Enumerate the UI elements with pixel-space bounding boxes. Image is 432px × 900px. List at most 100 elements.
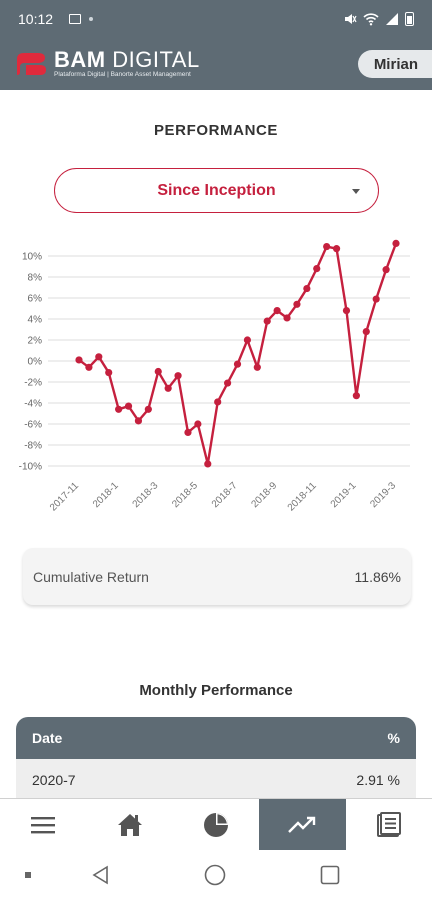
y-tick-label: 0% <box>28 357 43 368</box>
data-point[interactable] <box>194 420 202 428</box>
small-square-icon <box>25 872 31 878</box>
period-select[interactable]: Since Inception <box>54 168 379 213</box>
data-point[interactable] <box>115 405 123 413</box>
table-header-date: Date <box>32 730 63 746</box>
bottom-nav <box>0 798 432 850</box>
x-tick-label: 2018-5 <box>170 480 200 510</box>
y-tick-label: 2% <box>28 336 43 347</box>
android-system-nav <box>0 850 432 900</box>
x-tick-label: 2018-3 <box>131 480 161 510</box>
data-point[interactable] <box>293 300 301 308</box>
y-tick-label: 10% <box>22 252 42 263</box>
data-point[interactable] <box>352 392 360 400</box>
x-tick-label: 2018-9 <box>249 480 279 510</box>
monthly-performance-title: Monthly Performance <box>139 682 293 699</box>
y-tick-label: -2% <box>24 378 42 389</box>
period-select-value: Since Inception <box>157 181 276 199</box>
bam-logo-mark-icon <box>17 53 46 75</box>
table-row-date: 2020-7 <box>32 772 76 788</box>
y-tick-label: 6% <box>28 294 43 305</box>
data-point[interactable] <box>332 245 341 253</box>
mute-icon <box>345 14 357 24</box>
data-point[interactable] <box>392 239 400 247</box>
data-point[interactable] <box>313 265 321 273</box>
status-bar: 10:12 <box>0 0 432 38</box>
data-point[interactable] <box>223 379 232 387</box>
data-point[interactable] <box>253 363 261 371</box>
data-point[interactable] <box>144 405 152 413</box>
data-point[interactable] <box>154 367 162 376</box>
status-time: 10:12 <box>18 11 54 27</box>
app-header: BAM DIGITAL Plataforma Digital | Banorte… <box>0 38 432 90</box>
data-point[interactable] <box>85 363 93 371</box>
wifi-icon <box>363 13 379 26</box>
y-tick-label: -6% <box>24 420 42 431</box>
data-point[interactable] <box>273 307 281 315</box>
battery-icon <box>405 12 414 26</box>
x-tick-label: 2018-7 <box>210 480 240 510</box>
y-tick-label: -4% <box>24 399 42 410</box>
home-system-button[interactable] <box>146 864 284 886</box>
data-point[interactable] <box>164 384 172 392</box>
chevron-down-icon <box>352 189 360 194</box>
data-point[interactable] <box>95 353 103 361</box>
table-row: 2020-7 2.91 % <box>16 759 416 801</box>
signal-icon <box>386 13 398 25</box>
recents-square-icon <box>320 865 340 885</box>
data-point[interactable] <box>124 402 133 410</box>
document-list-icon <box>376 811 401 837</box>
y-tick-label: 8% <box>28 273 43 284</box>
nav-home[interactable] <box>86 799 172 850</box>
recents-button[interactable] <box>284 865 376 885</box>
notification-dot-icon <box>89 17 94 21</box>
data-point[interactable] <box>233 360 242 368</box>
data-point[interactable] <box>134 417 143 425</box>
cumulative-return-card: Cumulative Return 11.86% <box>23 548 411 605</box>
x-tick-label: 2018-11 <box>286 480 320 514</box>
data-point[interactable] <box>214 398 222 406</box>
user-menu-button[interactable]: Mirian <box>357 50 432 78</box>
x-tick-label: 2019-3 <box>368 480 398 510</box>
hamburger-menu-icon <box>31 816 56 833</box>
pie-chart-icon <box>204 812 229 837</box>
nav-statements[interactable] <box>346 799 432 850</box>
nav-dot-button[interactable] <box>0 872 56 878</box>
data-point[interactable] <box>372 295 380 303</box>
table-row-value: 2.91 % <box>356 772 400 788</box>
data-point[interactable] <box>174 372 182 380</box>
cumulative-return-label: Cumulative Return <box>33 568 149 585</box>
table-header-pct: % <box>387 730 400 746</box>
data-point[interactable] <box>323 242 331 251</box>
x-tick-label: 2019-1 <box>329 480 359 510</box>
data-point[interactable] <box>204 460 212 468</box>
data-point[interactable] <box>283 314 291 322</box>
back-triangle-icon <box>92 865 108 885</box>
data-point[interactable] <box>362 328 370 336</box>
y-tick-label: -10% <box>19 462 42 473</box>
data-point[interactable] <box>382 266 390 274</box>
data-point[interactable] <box>263 317 271 325</box>
nav-menu[interactable] <box>0 799 86 850</box>
x-tick-label: 2017-11 <box>48 480 82 514</box>
data-point[interactable] <box>303 284 311 293</box>
logo-title-bold: BAM <box>54 47 106 72</box>
nav-portfolio[interactable] <box>173 799 259 850</box>
series-line <box>78 242 398 466</box>
data-point[interactable] <box>342 307 351 315</box>
performance-chart-svg: 10% 8% 6% 4% 2% 0% -2% -4% -6% -8% -10% 2017-11 2018… <box>19 239 410 514</box>
data-point[interactable] <box>243 336 252 344</box>
bam-logo[interactable]: BAM DIGITAL Plataforma Digital | Banorte… <box>14 49 200 79</box>
monthly-performance-table: Date % 2020-7 2.91 % <box>16 717 416 801</box>
performance-title: PERFORMANCE <box>153 122 279 139</box>
data-point[interactable] <box>184 428 192 436</box>
x-tick-label: 2018-1 <box>91 480 121 510</box>
gallery-notification-icon <box>69 14 82 24</box>
logo-title-light: DIGITAL <box>112 47 200 72</box>
home-circle-icon <box>204 864 226 886</box>
data-point[interactable] <box>105 368 113 377</box>
back-button[interactable] <box>56 865 146 885</box>
trending-up-icon <box>288 816 316 833</box>
nav-performance[interactable] <box>259 799 346 850</box>
cumulative-return-value: 11.86% <box>354 568 401 585</box>
data-point[interactable] <box>75 356 83 364</box>
